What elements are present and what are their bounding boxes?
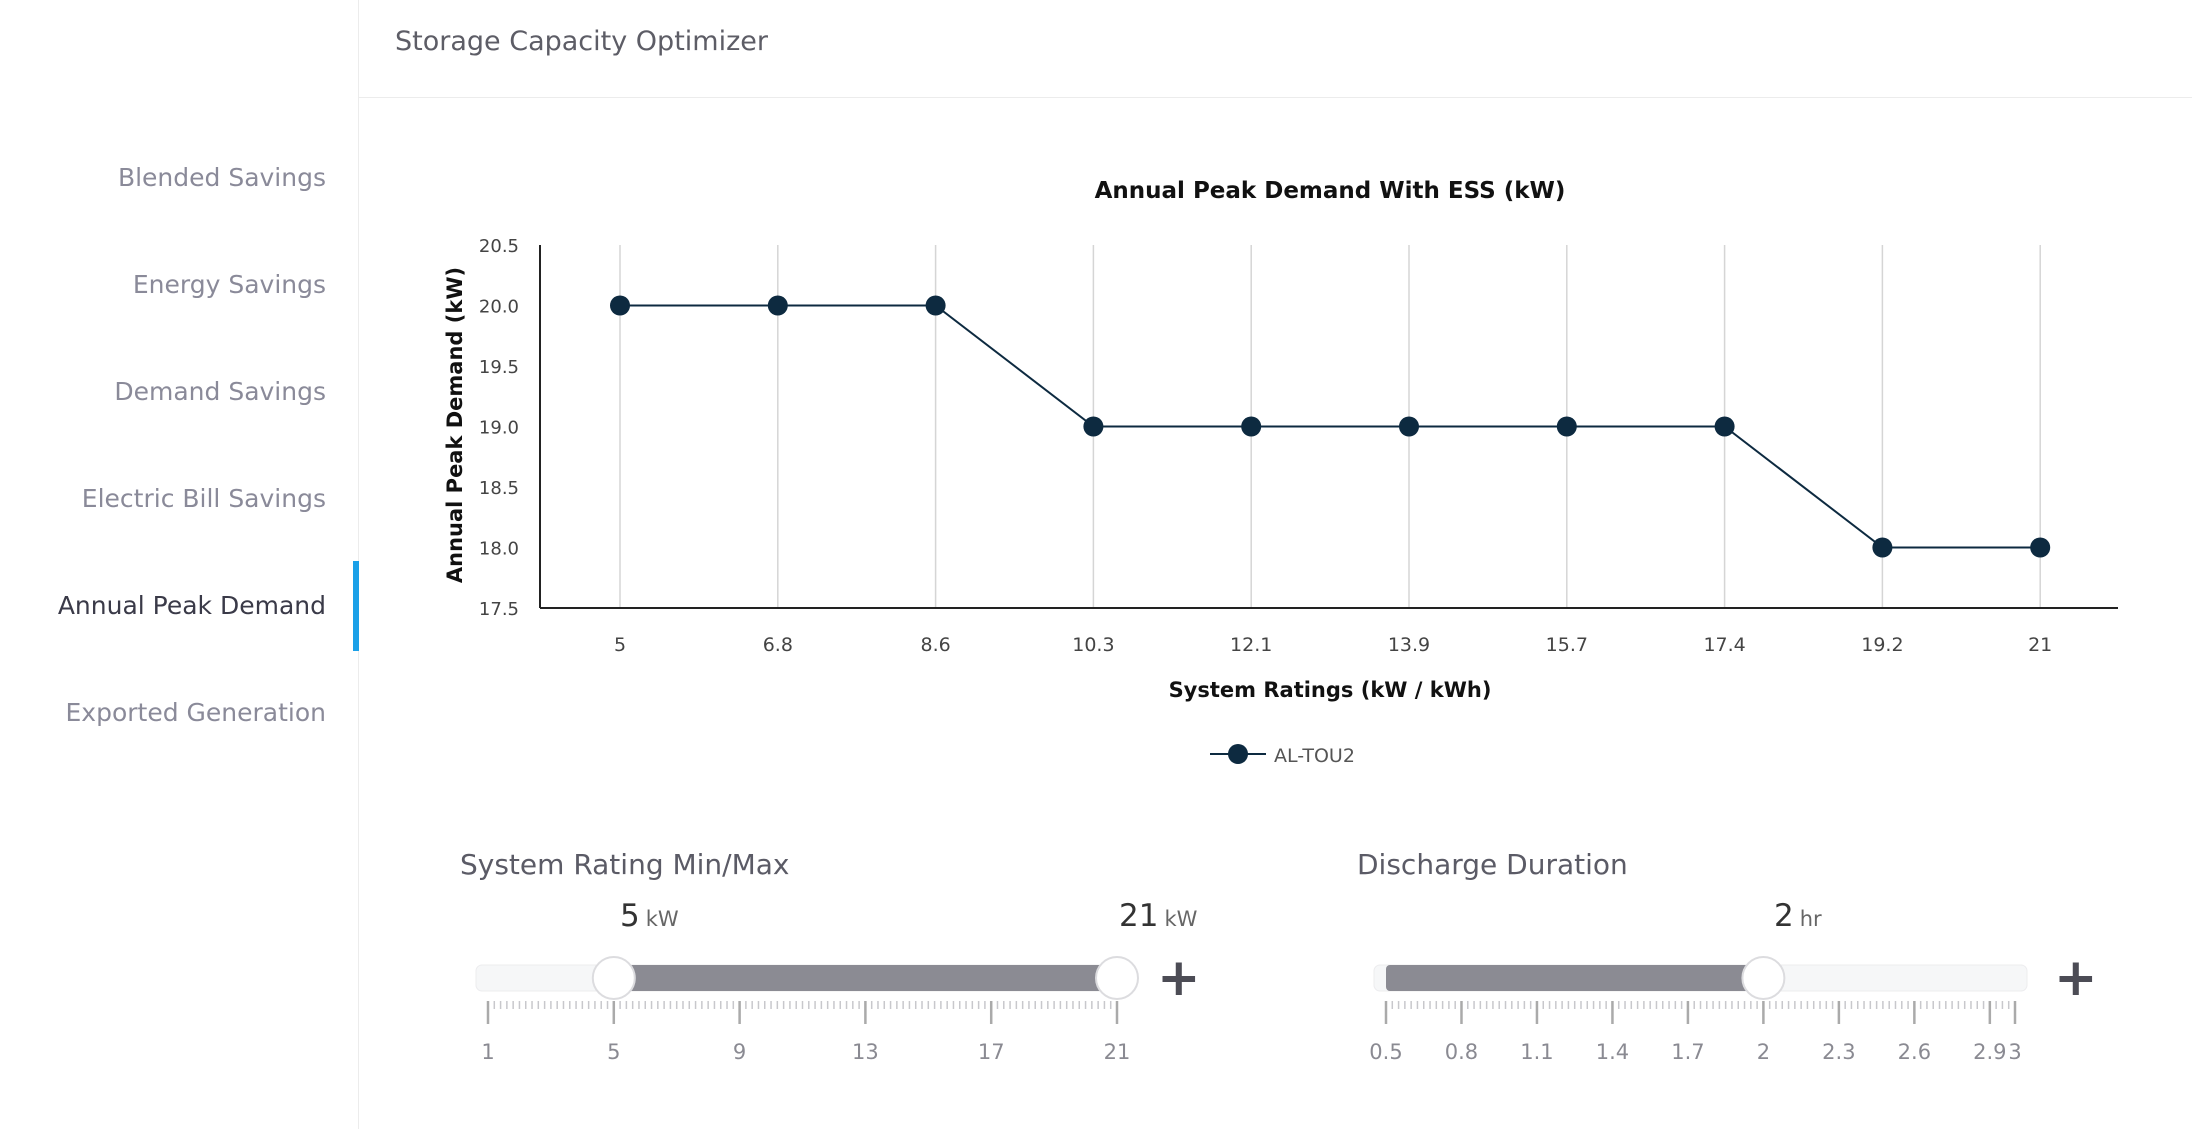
data-point — [1714, 416, 1735, 437]
chart-title: Annual Peak Demand With ESS (kW) — [1095, 178, 1566, 204]
sidebar: Blended Savings Energy Savings Demand Sa… — [0, 0, 359, 1129]
x-tick-label: 6.8 — [763, 634, 793, 656]
chart-legend[interactable]: AL-TOU2 — [1210, 744, 1355, 767]
y-axis-title: Annual Peak Demand (kW) — [443, 267, 467, 583]
y-tick-label: 17.5 — [479, 599, 519, 620]
header: Storage Capacity Optimizer — [359, 0, 2192, 98]
system-rating-plus-button[interactable]: + — [1157, 948, 1201, 1008]
x-tick-label: 15.7 — [1546, 634, 1588, 656]
data-point — [767, 295, 788, 316]
x-tick-label: 21 — [2028, 634, 2052, 656]
data-point — [1083, 416, 1104, 437]
y-tick-label: 20.0 — [479, 297, 519, 318]
y-axis: 17.5 18.0 18.5 19.0 19.5 20.0 20.5 — [479, 236, 541, 620]
y-tick-label: 19.0 — [479, 418, 519, 439]
sidebar-item-electric-bill-savings[interactable]: Electric Bill Savings — [81, 484, 326, 513]
data-point — [1399, 416, 1419, 437]
sidebar-item-annual-peak-demand[interactable]: Annual Peak Demand — [57, 591, 326, 620]
data-point — [1241, 416, 1262, 437]
max-value-number: 21 — [1119, 898, 1159, 934]
series-line — [620, 304, 2041, 549]
system-rating-title: System Rating Min/Max — [460, 848, 790, 881]
y-tick-label: 19.5 — [479, 357, 519, 378]
duration-value-number: 2 — [1774, 898, 1794, 934]
min-value-number: 5 — [620, 898, 640, 934]
data-point — [2030, 537, 2051, 558]
data-point — [610, 295, 630, 316]
x-tick-label: 13.9 — [1388, 634, 1430, 656]
sidebar-item-exported-generation[interactable]: Exported Generation — [65, 698, 327, 727]
data-point — [1872, 537, 1893, 558]
sidebar-item-demand-savings[interactable]: Demand Savings — [114, 377, 326, 406]
x-tick-label: 8.6 — [920, 634, 950, 656]
x-tick-label: 17.4 — [1703, 634, 1745, 656]
sidebar-item-blended-savings[interactable]: Blended Savings — [117, 163, 326, 192]
y-tick-label: 18.5 — [479, 478, 519, 499]
legend-label: AL-TOU2 — [1274, 745, 1355, 767]
x-tick-label: 10.3 — [1072, 634, 1114, 656]
sidebar-item-energy-savings[interactable]: Energy Savings — [132, 270, 326, 299]
x-axis-title: System Ratings (kW / kWh) — [1169, 678, 1492, 702]
page-title: Storage Capacity Optimizer — [395, 26, 768, 57]
x-tick-label: 5 — [614, 634, 626, 656]
series-al-tou2 — [610, 295, 2051, 558]
y-tick-label: 20.5 — [479, 236, 519, 257]
duration-value-unit: hr — [1799, 907, 1822, 931]
max-value-unit: kW — [1164, 907, 1198, 931]
system-rating-max-value: 21 kW — [1119, 898, 1197, 934]
y-tick-label: 18.0 — [479, 539, 519, 560]
data-point — [1556, 416, 1577, 437]
active-indicator — [353, 561, 359, 651]
min-value-unit: kW — [645, 907, 679, 931]
discharge-duration-value: 2 hr — [1774, 898, 1822, 934]
x-axis: 5 6.8 8.6 10.3 12.1 13.9 15.7 17.4 19.2 21 — [540, 607, 2118, 656]
discharge-duration-title: Discharge Duration — [1357, 848, 1628, 881]
system-rating-min-value: 5 kW — [620, 898, 679, 934]
discharge-duration-plus-button[interactable]: + — [2054, 948, 2098, 1008]
x-tick-label: 19.2 — [1861, 634, 1903, 656]
data-point — [925, 295, 946, 316]
legend-marker — [1228, 744, 1248, 764]
x-tick-label: 12.1 — [1230, 634, 1272, 656]
